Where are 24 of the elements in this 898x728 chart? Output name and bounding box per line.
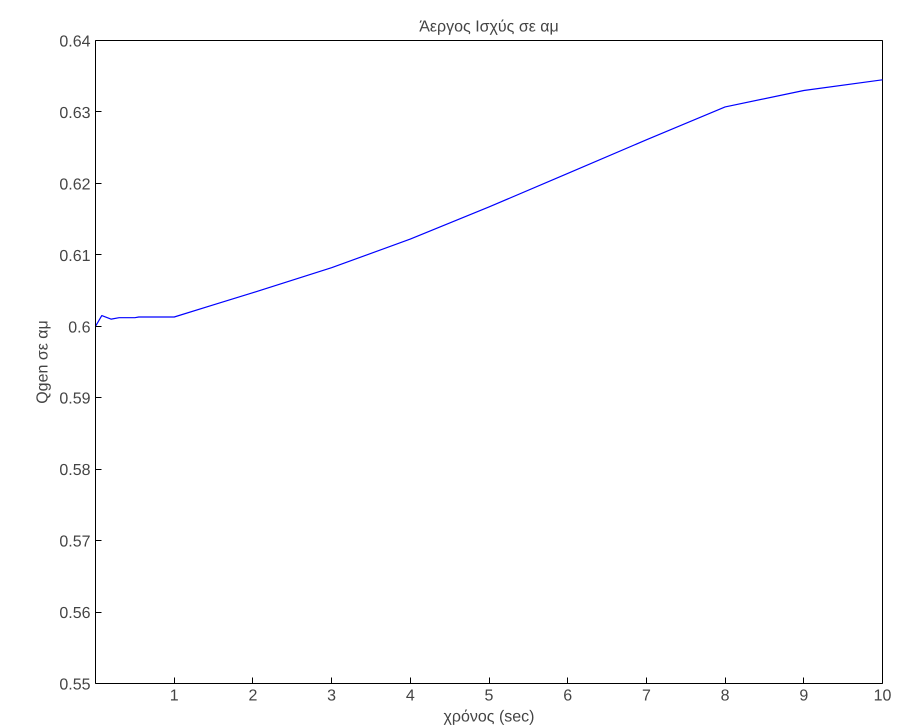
y-tick-label: 0.6 bbox=[68, 319, 91, 336]
x-tick-label: 9 bbox=[799, 688, 808, 704]
x-tick-label: 7 bbox=[642, 688, 651, 704]
x-tick-label: 2 bbox=[248, 688, 258, 704]
x-tick-label: 8 bbox=[720, 688, 730, 704]
y-tick-label: 0.59 bbox=[59, 390, 91, 408]
x-tick-label: 5 bbox=[484, 688, 494, 704]
x-tick-label: 3 bbox=[327, 688, 336, 704]
y-tick-label: 0.61 bbox=[59, 248, 91, 265]
line-series bbox=[96, 79, 882, 327]
x-axis-title: χρόνος (sec) bbox=[443, 708, 535, 726]
y-axis-title: Qgen σε αμ bbox=[34, 320, 52, 404]
y-tick-label: 0.63 bbox=[59, 104, 91, 122]
x-tick-label: 4 bbox=[406, 688, 415, 704]
y-tick-label: 0.64 bbox=[59, 34, 91, 50]
y-tick-label: 0.57 bbox=[59, 534, 91, 551]
x-tick-label: 10 bbox=[874, 688, 892, 704]
y-tick-label: 0.56 bbox=[59, 605, 91, 622]
x-tick-label: 1 bbox=[170, 688, 179, 704]
y-tick-label: 0.55 bbox=[59, 676, 91, 694]
x-tick-label: 6 bbox=[563, 688, 572, 704]
y-tick-label: 0.62 bbox=[59, 176, 91, 194]
chart-title: Άεργος Ισχύς σε αμ bbox=[419, 18, 559, 36]
y-tick-label: 0.58 bbox=[59, 462, 91, 480]
